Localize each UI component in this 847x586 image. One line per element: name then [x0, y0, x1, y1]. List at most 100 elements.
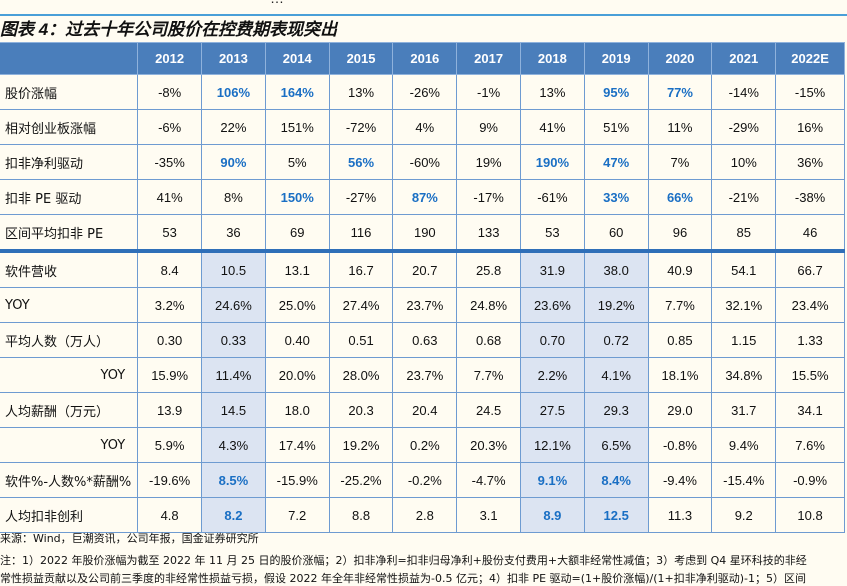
header-text: …	[270, 0, 284, 6]
table-cell: 22%	[201, 109, 266, 145]
row-label: YOY	[0, 287, 139, 323]
column-header: 2019	[583, 42, 649, 75]
row-label: 人均薪酬（万元）	[0, 392, 139, 428]
table-cell: 8.2	[201, 497, 266, 533]
table-cell: 10.8	[775, 497, 845, 533]
table-cell: -72%	[328, 109, 394, 145]
column-header: 2022E	[775, 42, 845, 75]
table-cell: 29.0	[647, 392, 713, 428]
table-cell: 51%	[583, 109, 649, 145]
table-cell: 29.3	[583, 392, 649, 428]
table-cell: -0.2%	[392, 462, 458, 498]
table-cell: 20.7	[392, 249, 458, 288]
row-label: 区间平均扣非 PE	[0, 214, 139, 252]
row-label: YOY	[0, 357, 139, 393]
table-row: 平均人数（万人） 0.30 0.33 0.40 0.51 0.63 0.68 0.70 0.72…	[0, 322, 845, 358]
table-cell: 40.9	[647, 249, 713, 288]
table-cell: 53	[137, 214, 203, 252]
table-cell: 34.8%	[711, 357, 777, 393]
table-cell: -6%	[137, 109, 203, 145]
table-row: 扣非净利驱动 -35% 90% 5% 56% -60% 19% 190% 47% 7% 10% 36%	[0, 144, 845, 180]
table-cell: 9.2	[711, 497, 777, 533]
table-cell: 53	[520, 214, 585, 252]
table-cell: 16.7	[328, 249, 394, 288]
table-cell: 1.33	[775, 322, 845, 358]
table-cell: 4.8	[137, 497, 203, 533]
table-row: YOY 5.9% 4.3% 17.4% 19.2% 0.2% 20.3% 12.1% 6.5% -…	[0, 427, 845, 463]
table-cell: 32.1%	[711, 287, 777, 323]
table-cell: 66.7	[775, 249, 845, 288]
table-row: YOY 3.2% 24.6% 25.0% 27.4% 23.7% 24.8% 23.6% 19.…	[0, 287, 845, 323]
table-cell: 20.0%	[264, 357, 330, 393]
table-cell: 3.2%	[137, 287, 203, 323]
table-cell: -61%	[520, 179, 585, 215]
table-cell: 9%	[456, 109, 521, 145]
table-cell: 8.4	[137, 249, 203, 288]
table-cell: -0.8%	[647, 427, 713, 463]
table-cell: -15.9%	[264, 462, 330, 498]
row-label: 软件营收	[0, 249, 139, 288]
table-cell: 9.1%	[520, 462, 585, 498]
table-cell: 0.40	[264, 322, 330, 358]
table-cell: 4.3%	[201, 427, 266, 463]
column-header: 2012	[137, 42, 203, 75]
table-cell: 46	[775, 214, 845, 252]
table-cell: 33%	[583, 179, 649, 215]
table-cell: 13.1	[264, 249, 330, 288]
table-cell: 13%	[328, 74, 394, 110]
row-label: 扣非净利驱动	[0, 144, 139, 180]
table-cell: 38.0	[583, 249, 649, 288]
table-cell: 7.7%	[647, 287, 713, 323]
table-cell: -8%	[137, 74, 203, 110]
table-cell: -14%	[711, 74, 777, 110]
column-header: 2021	[711, 42, 777, 75]
table-cell: 25.8	[456, 249, 521, 288]
figure-title: 图表 4：过去十年公司股价在控费期表现突出	[0, 20, 338, 39]
row-label: 人均扣非创利	[0, 497, 139, 533]
table-cell: 10.5	[201, 249, 266, 288]
table-cell: -19.6%	[137, 462, 203, 498]
table-cell: -0.9%	[775, 462, 845, 498]
table-cell: -4.7%	[456, 462, 521, 498]
table-cell: 2.8	[392, 497, 458, 533]
table-cell: 15.5%	[775, 357, 845, 393]
table-cell: -17%	[456, 179, 521, 215]
table-cell: 23.6%	[520, 287, 585, 323]
table-row: 区间平均扣非 PE 53 36 69 116 190 133 53 60 96 85 46	[0, 214, 845, 252]
table-cell: 69	[264, 214, 330, 252]
table-cell: -15%	[775, 74, 845, 110]
table-cell: -38%	[775, 179, 845, 215]
column-header: 2020	[647, 42, 713, 75]
table-cell: 19.2%	[583, 287, 649, 323]
table-cell: 150%	[264, 179, 330, 215]
table-cell: 133	[456, 214, 521, 252]
table-cell: 20.4	[392, 392, 458, 428]
column-header: 2017	[456, 42, 521, 75]
table-cell: 8%	[201, 179, 266, 215]
table-cell: 27.4%	[328, 287, 394, 323]
footnote-line: 常性损益贡献以及公司前三季度的非经常性损益亏损，假设 2022 年全年非经常性损…	[0, 572, 807, 585]
column-header: 2014	[264, 42, 330, 75]
table-cell: 12.1%	[520, 427, 585, 463]
table-cell: 4.1%	[583, 357, 649, 393]
table-cell: 6.5%	[583, 427, 649, 463]
table-cell: 151%	[264, 109, 330, 145]
table-cell: 15.9%	[137, 357, 203, 393]
table-cell: -29%	[711, 109, 777, 145]
table-cell: 31.7	[711, 392, 777, 428]
table-cell: 164%	[264, 74, 330, 110]
table-row: 股价涨幅 -8% 106% 164% 13% -26% -1% 13% 95% 77% -14% -1…	[0, 74, 845, 110]
table-cell: 19%	[456, 144, 521, 180]
column-header: 2016	[392, 42, 458, 75]
table-cell: 54.1	[711, 249, 777, 288]
table-header-row: 2012 2013 2014 2015 2016 2017 2018 2019 2020 2021…	[0, 42, 845, 75]
table-cell: -1%	[456, 74, 521, 110]
table-cell: 20.3	[328, 392, 394, 428]
table-cell: -21%	[711, 179, 777, 215]
table-cell: 19.2%	[328, 427, 394, 463]
row-label: 股价涨幅	[0, 74, 139, 110]
table-cell: 41%	[137, 179, 203, 215]
table-cell: 16%	[775, 109, 845, 145]
table-cell: 24.6%	[201, 287, 266, 323]
table-cell: -25.2%	[328, 462, 394, 498]
